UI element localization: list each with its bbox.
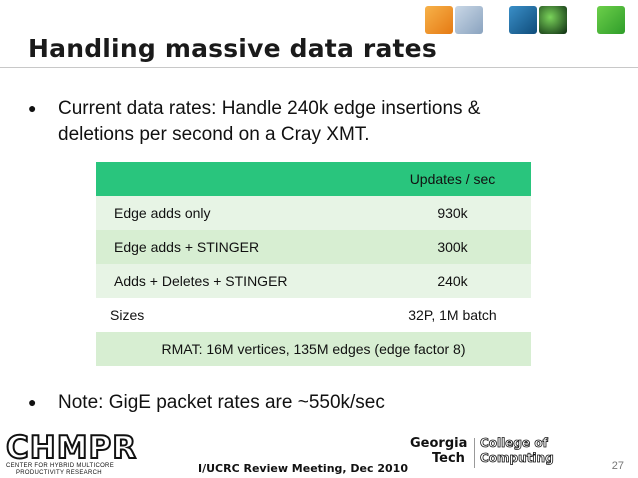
table-row: Adds + Deletes + STINGER 240k bbox=[96, 264, 531, 298]
table-row: Edge adds + STINGER 300k bbox=[96, 230, 531, 264]
table-cell-config: Adds + Deletes + STINGER bbox=[96, 264, 374, 298]
table-cell-rmat: RMAT: 16M vertices, 135M edges (edge fac… bbox=[96, 332, 531, 366]
gt-divider bbox=[474, 438, 475, 468]
gt-georgia-text: Georgia bbox=[410, 436, 468, 451]
header-photo-strip bbox=[425, 6, 630, 38]
chmpr-wordmark: CHMPR bbox=[5, 430, 138, 466]
table-cell-sizes-value: 32P, 1M batch bbox=[374, 298, 531, 332]
photo-green-square-icon bbox=[597, 6, 625, 34]
coc-college-text: College of bbox=[480, 436, 549, 451]
table-cell-rate: 300k bbox=[374, 230, 531, 264]
bullet-line-1: Current data rates: Handle 240k edge ins… bbox=[58, 98, 481, 119]
page-number: 27 bbox=[611, 460, 624, 472]
table-header-row: Updates / sec bbox=[96, 162, 531, 196]
bullet-dot-icon: ● bbox=[28, 394, 37, 410]
table-cell-rate: 240k bbox=[374, 264, 531, 298]
chmpr-tagline-1: CENTER FOR HYBRID MULTICORE bbox=[6, 463, 114, 469]
table-header-cell-empty bbox=[96, 162, 374, 196]
photo-orange-icon bbox=[425, 6, 453, 34]
bullet-line-2: deletions per second on a Cray XMT. bbox=[58, 124, 370, 145]
slide-title: Handling massive data rates bbox=[28, 34, 437, 63]
table-header-updates: Updates / sec bbox=[374, 162, 531, 196]
photo-blue-icon bbox=[509, 6, 537, 34]
table-row: Edge adds only 930k bbox=[96, 196, 531, 230]
table-cell-sizes-label: Sizes bbox=[96, 298, 374, 332]
chmpr-logo: CHMPR CENTER FOR HYBRID MULTICORE PRODUC… bbox=[5, 430, 158, 476]
bullet-dot-icon: ● bbox=[28, 100, 37, 116]
table-cell-rate: 930k bbox=[374, 196, 531, 230]
bullet-note-text: Note: GigE packet rates are ~550k/sec bbox=[58, 392, 385, 413]
table-cell-config: Edge adds + STINGER bbox=[96, 230, 374, 264]
photo-green-nebula-icon bbox=[539, 6, 567, 34]
meeting-label: I/UCRC Review Meeting, Dec 2010 bbox=[198, 462, 408, 475]
coc-computing-text: Computing bbox=[480, 451, 554, 466]
table-sizes-row: Sizes 32P, 1M batch bbox=[96, 298, 531, 332]
rates-table: Updates / sec Edge adds only 930k Edge a… bbox=[96, 162, 531, 366]
title-divider bbox=[0, 67, 638, 68]
table-cell-config: Edge adds only bbox=[96, 196, 374, 230]
table-rmat-row: RMAT: 16M vertices, 135M edges (edge fac… bbox=[96, 332, 531, 366]
chmpr-tagline-2: PRODUCTIVITY RESEARCH bbox=[16, 470, 102, 476]
gt-tech-text: Tech bbox=[432, 451, 465, 466]
georgia-tech-logo: Georgia Tech College of Computing bbox=[410, 436, 554, 472]
photo-building-icon bbox=[455, 6, 483, 34]
